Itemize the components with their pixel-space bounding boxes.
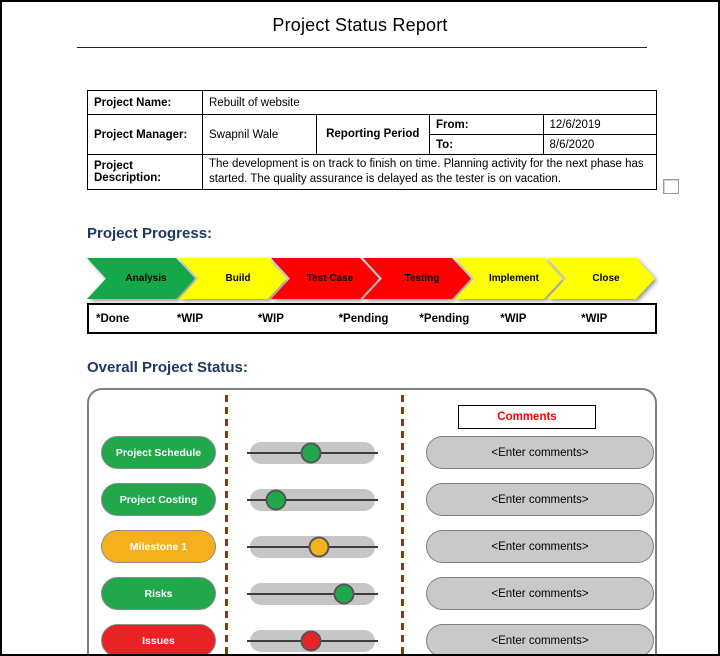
stage-arrow-test-case: Test Case: [271, 258, 379, 299]
status-row: Risks <Enter comments>: [89, 577, 655, 611]
chevron-arrow-icon: Testing: [363, 258, 471, 299]
status-pill: Risks: [101, 577, 216, 610]
comment-input[interactable]: <Enter comments>: [426, 624, 654, 654]
status-row: Milestone 1 <Enter comments>: [89, 530, 655, 564]
status-pill: Issues: [101, 624, 216, 654]
comment-input[interactable]: <Enter comments>: [426, 577, 654, 610]
status-row: Issues <Enter comments>: [89, 624, 655, 654]
stage-arrow-testing: Testing: [363, 258, 471, 299]
stage-status-label: *WIP: [176, 312, 204, 325]
status-slider[interactable]: [247, 536, 378, 558]
slider-line: [247, 498, 378, 502]
slider-line: [247, 592, 378, 596]
chevron-arrow-icon: Close: [547, 258, 655, 299]
project-name-value[interactable]: Rebuilt of website: [202, 90, 657, 115]
from-label: From:: [429, 114, 544, 135]
page-title: Project Status Report: [272, 15, 448, 35]
status-slider[interactable]: [247, 442, 378, 464]
project-info-table: Project Name: Rebuilt of website Project…: [87, 90, 657, 190]
status-row: Project Costing <Enter comments>: [89, 483, 655, 517]
slider-knob[interactable]: [333, 583, 355, 605]
stage-arrow-analysis: Analysis: [87, 258, 195, 299]
stage-status-label: *WIP: [581, 312, 608, 325]
stage-arrow-build: Build: [179, 258, 287, 299]
status-slider[interactable]: [247, 630, 378, 652]
status-pill: Milestone 1: [101, 530, 216, 563]
project-description-label: Project Description:: [87, 154, 203, 190]
progress-arrows: Analysis Build Test Case Testing Impleme…: [87, 258, 655, 299]
project-name-label: Project Name:: [87, 90, 203, 115]
stage-status-label: *Pending: [419, 312, 470, 325]
stage-status-label: *WIP: [500, 312, 527, 325]
dashed-divider: [401, 395, 404, 654]
project-manager-value[interactable]: Swapnil Wale: [202, 114, 317, 155]
comment-input[interactable]: <Enter comments>: [426, 436, 654, 469]
slider-knob[interactable]: [300, 630, 322, 652]
status-slider[interactable]: [247, 583, 378, 605]
status-row: Project Schedule <Enter comments>: [89, 436, 655, 470]
progress-heading: Project Progress:: [87, 225, 213, 242]
reporting-period-label: Reporting Period: [315, 114, 430, 155]
comment-input[interactable]: <Enter comments>: [426, 483, 654, 516]
comment-input[interactable]: <Enter comments>: [426, 530, 654, 563]
title-underline: [77, 47, 647, 48]
dashed-divider: [225, 395, 228, 654]
project-description-value[interactable]: The development is on track to finish on…: [202, 154, 657, 190]
from-date-value[interactable]: 12/6/2019: [542, 114, 657, 135]
comments-column-header: Comments: [458, 405, 596, 429]
slider-knob[interactable]: [300, 442, 322, 464]
stage-arrow-close: Close: [547, 258, 655, 299]
overall-status-panel: Comments Project Schedule <Enter comment…: [87, 388, 657, 654]
to-label: To:: [429, 134, 544, 155]
status-pill: Project Schedule: [101, 436, 216, 469]
status-pill: Project Costing: [101, 483, 216, 516]
stage-status-label: *Done: [96, 312, 130, 325]
status-slider[interactable]: [247, 489, 378, 511]
empty-checkbox[interactable]: [663, 179, 679, 194]
slider-knob[interactable]: [265, 489, 287, 511]
project-manager-label: Project Manager:: [87, 114, 203, 155]
overall-status-heading: Overall Project Status:: [87, 359, 248, 376]
stage-arrow-implement: Implement: [455, 258, 563, 299]
slider-knob[interactable]: [308, 536, 330, 558]
stage-status-strip: *Done *WIP *WIP *Pending *Pending *WIP *…: [87, 303, 657, 334]
stage-status-label: *Pending: [338, 312, 389, 325]
to-date-value[interactable]: 8/6/2020: [542, 134, 657, 155]
stage-status-label: *WIP: [257, 312, 284, 325]
